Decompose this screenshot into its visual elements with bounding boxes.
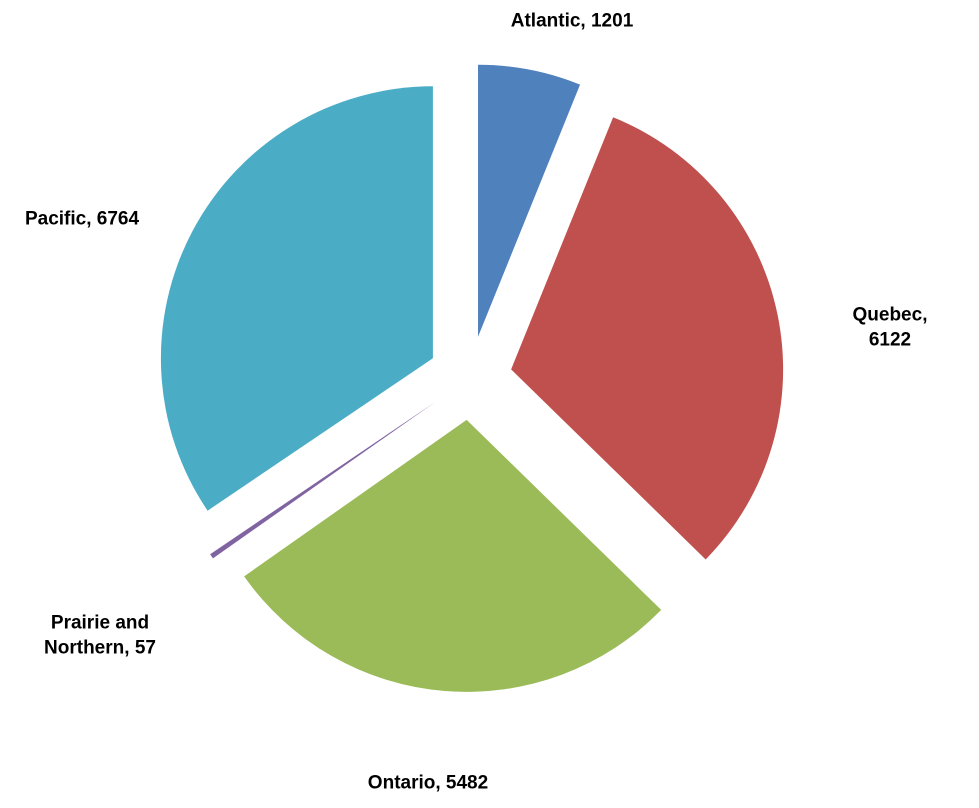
pie-slice — [244, 419, 662, 692]
category-label: Quebec — [852, 304, 923, 326]
data-label: Ontario, 5482 — [368, 772, 488, 797]
pie-slice — [210, 401, 436, 559]
data-label: Pacific, 6764 — [25, 208, 139, 233]
data-label: Atlantic, 1201 — [511, 10, 634, 35]
value-label: , 57 — [124, 637, 156, 658]
category-label: Pacific — [24, 208, 87, 230]
category-label: Ontario — [367, 772, 436, 794]
value-label: , 6764 — [86, 208, 140, 230]
pie-slice — [160, 86, 433, 511]
pie-slice — [511, 117, 784, 560]
category-label: Prairie and Northern — [44, 612, 150, 658]
value-label: , 5482 — [435, 772, 489, 794]
data-label: Prairie and Northern, 57 — [25, 611, 175, 660]
value-label: , 1201 — [580, 10, 634, 32]
data-label: Quebec, 6122 — [846, 303, 935, 352]
value-label: , 6122 — [868, 304, 928, 350]
category-label: Atlantic — [510, 10, 581, 32]
pie-slice — [478, 64, 581, 337]
